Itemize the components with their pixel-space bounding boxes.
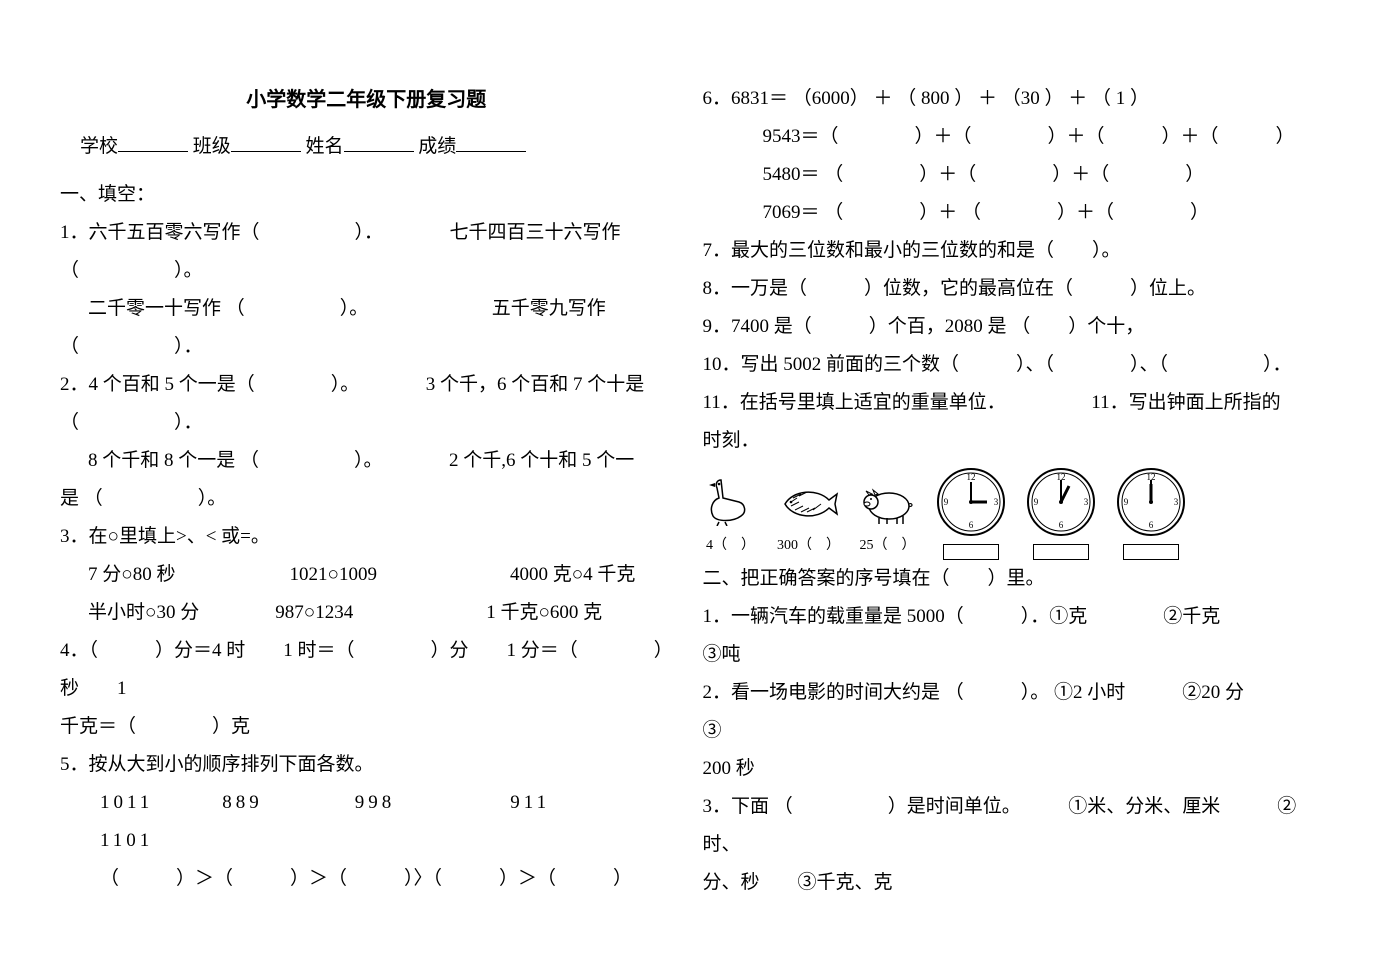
- svg-text:9: 9: [943, 497, 948, 507]
- svg-text:12: 12: [966, 472, 975, 482]
- q2-line-c: 8 个千和 8 个一是 （ ）。 2 个千,6 个十和 5 个一: [60, 442, 673, 480]
- svg-text:3: 3: [1173, 497, 1178, 507]
- svg-text:9: 9: [1123, 497, 1128, 507]
- s2-q3b: 分、秒 ③千克、克: [703, 864, 1316, 902]
- q5-numbers: 1011 889 998 911 1101: [60, 784, 673, 860]
- svg-text:9: 9: [1033, 497, 1038, 507]
- q8-line: 8．一万是（ ）位数，它的最高位在（ ）位上。: [703, 270, 1316, 308]
- goose-label: 4（ ）: [706, 532, 755, 560]
- q1-line-c: 二千零一十写作 （ ）。 五千零九写作: [60, 290, 673, 328]
- q7-line: 7．最大的三位数和最小的三位数的和是（ ）。: [703, 232, 1316, 270]
- q1-line-a: 1．六千五百零六写作（ ）． 七千四百三十六写作: [60, 214, 673, 252]
- q6-line-d: 7069＝ （ ）＋ （ ）＋（ ）: [703, 194, 1316, 232]
- goose-col: 4（ ）: [703, 470, 759, 560]
- q2-line-d: 是 （ ）。: [60, 480, 673, 518]
- pig-icon: [859, 482, 917, 526]
- q1-line-d: （ ）．: [60, 328, 673, 366]
- svg-text:6: 6: [1148, 520, 1153, 530]
- clock-2-box[interactable]: [1033, 544, 1089, 560]
- svg-text:3: 3: [993, 497, 998, 507]
- fish-label: 300（ ）: [777, 532, 840, 560]
- score-label: 成绩: [418, 136, 456, 157]
- score-blank[interactable]: [456, 133, 526, 152]
- clock-2-icon: 12 3 6 9: [1025, 466, 1097, 538]
- name-blank[interactable]: [344, 133, 414, 152]
- clock-3-icon: 12 3 6 9: [1115, 466, 1187, 538]
- clock-1-icon: 12 3 6 9: [935, 466, 1007, 538]
- fish-col: 300（ ）: [777, 482, 841, 560]
- q10-line: 10．写出 5002 前面的三个数（ ）、（ ）、（ ）．: [703, 346, 1316, 384]
- q5-head: 5．按从大到小的顺序排列下面各数。: [60, 746, 673, 784]
- q1-line-b: （ ）。: [60, 252, 673, 290]
- section-2-head: 二、把正确答案的序号填在（ ）里。: [703, 560, 1316, 598]
- goose-icon: [703, 470, 759, 526]
- q5-parens: （ ）＞（ ）＞（ ）〉（ ）＞（ ）: [60, 860, 673, 898]
- section-1-head: 一、填空：: [60, 176, 673, 214]
- svg-text:3: 3: [1083, 497, 1088, 507]
- svg-text:6: 6: [968, 520, 973, 530]
- name-label: 姓名: [306, 136, 344, 157]
- q3-line-b: 半小时○30 分 987○1234 1 千克○600 克: [60, 594, 673, 632]
- pig-label: 25（ ）: [860, 532, 916, 560]
- clock-3-box[interactable]: [1123, 544, 1179, 560]
- clock-1-col: 12 3 6 9: [935, 466, 1007, 560]
- clock-3-col: 12 3 6 9: [1115, 466, 1187, 560]
- school-blank[interactable]: [118, 133, 188, 152]
- class-blank[interactable]: [231, 133, 301, 152]
- school-label: 学校: [80, 136, 118, 157]
- animals-and-clocks-row: 4（ ） 300（ ） 25（ ）: [703, 466, 1316, 560]
- q11-line-b: 时刻．: [703, 422, 1316, 460]
- student-info-line: 学校 班级 姓名 成绩: [60, 128, 673, 166]
- s2-q3a: 3．下面 （ ）是时间单位。 ①米、分米、厘米 ②时、: [703, 788, 1316, 864]
- worksheet-page: 小学数学二年级下册复习题 学校 班级 姓名 成绩 一、填空： 1．六千五百零六写…: [60, 80, 1315, 931]
- clock-1-box[interactable]: [943, 544, 999, 560]
- q4-line-b: 千克＝（ ）克: [60, 708, 673, 746]
- q6-line-b: 9543＝（ ）＋（ ）＋（ ）＋（ ）: [703, 118, 1316, 156]
- q4-line-a: 4．（ ）分＝4 时 1 时＝（ ）分 1 分＝（ ）秒 1: [60, 632, 673, 708]
- s2-q2b: 200 秒: [703, 750, 1316, 788]
- q6-line-a: 6．6831＝ （6000） ＋ （ 800 ） ＋ （30 ） ＋ （ 1 ）: [703, 80, 1316, 118]
- q6-line-c: 5480＝ （ ）＋（ ）＋（ ）: [703, 156, 1316, 194]
- s2-q2a: 2．看一场电影的时间大约是 （ ）。 ①2 小时 ②20 分 ③: [703, 674, 1316, 750]
- q11-line-a: 11．在括号里填上适宜的重量单位． 11．写出钟面上所指的: [703, 384, 1316, 422]
- q2-line-b: （ ）．: [60, 404, 673, 442]
- q3-head: 3．在○里填上>、< 或=。: [60, 518, 673, 556]
- q2-line-a: 2．4 个百和 5 个一是（ ）。 3 个千，6 个百和 7 个十是: [60, 366, 673, 404]
- page-title: 小学数学二年级下册复习题: [60, 80, 673, 120]
- s2-q1: 1．一辆汽车的载重量是 5000（ ）．①克 ②千克 ③吨: [703, 598, 1316, 674]
- svg-text:6: 6: [1058, 520, 1063, 530]
- pig-col: 25（ ）: [859, 482, 917, 560]
- class-label: 班级: [193, 136, 231, 157]
- clock-2-col: 12 3 6 9: [1025, 466, 1097, 560]
- q3-line-a: 7 分○80 秒 1021○1009 4000 克○4 千克: [60, 556, 673, 594]
- q9-line: 9．7400 是（ ）个百，2080 是 （ ）个十，: [703, 308, 1316, 346]
- fish-icon: [777, 482, 841, 526]
